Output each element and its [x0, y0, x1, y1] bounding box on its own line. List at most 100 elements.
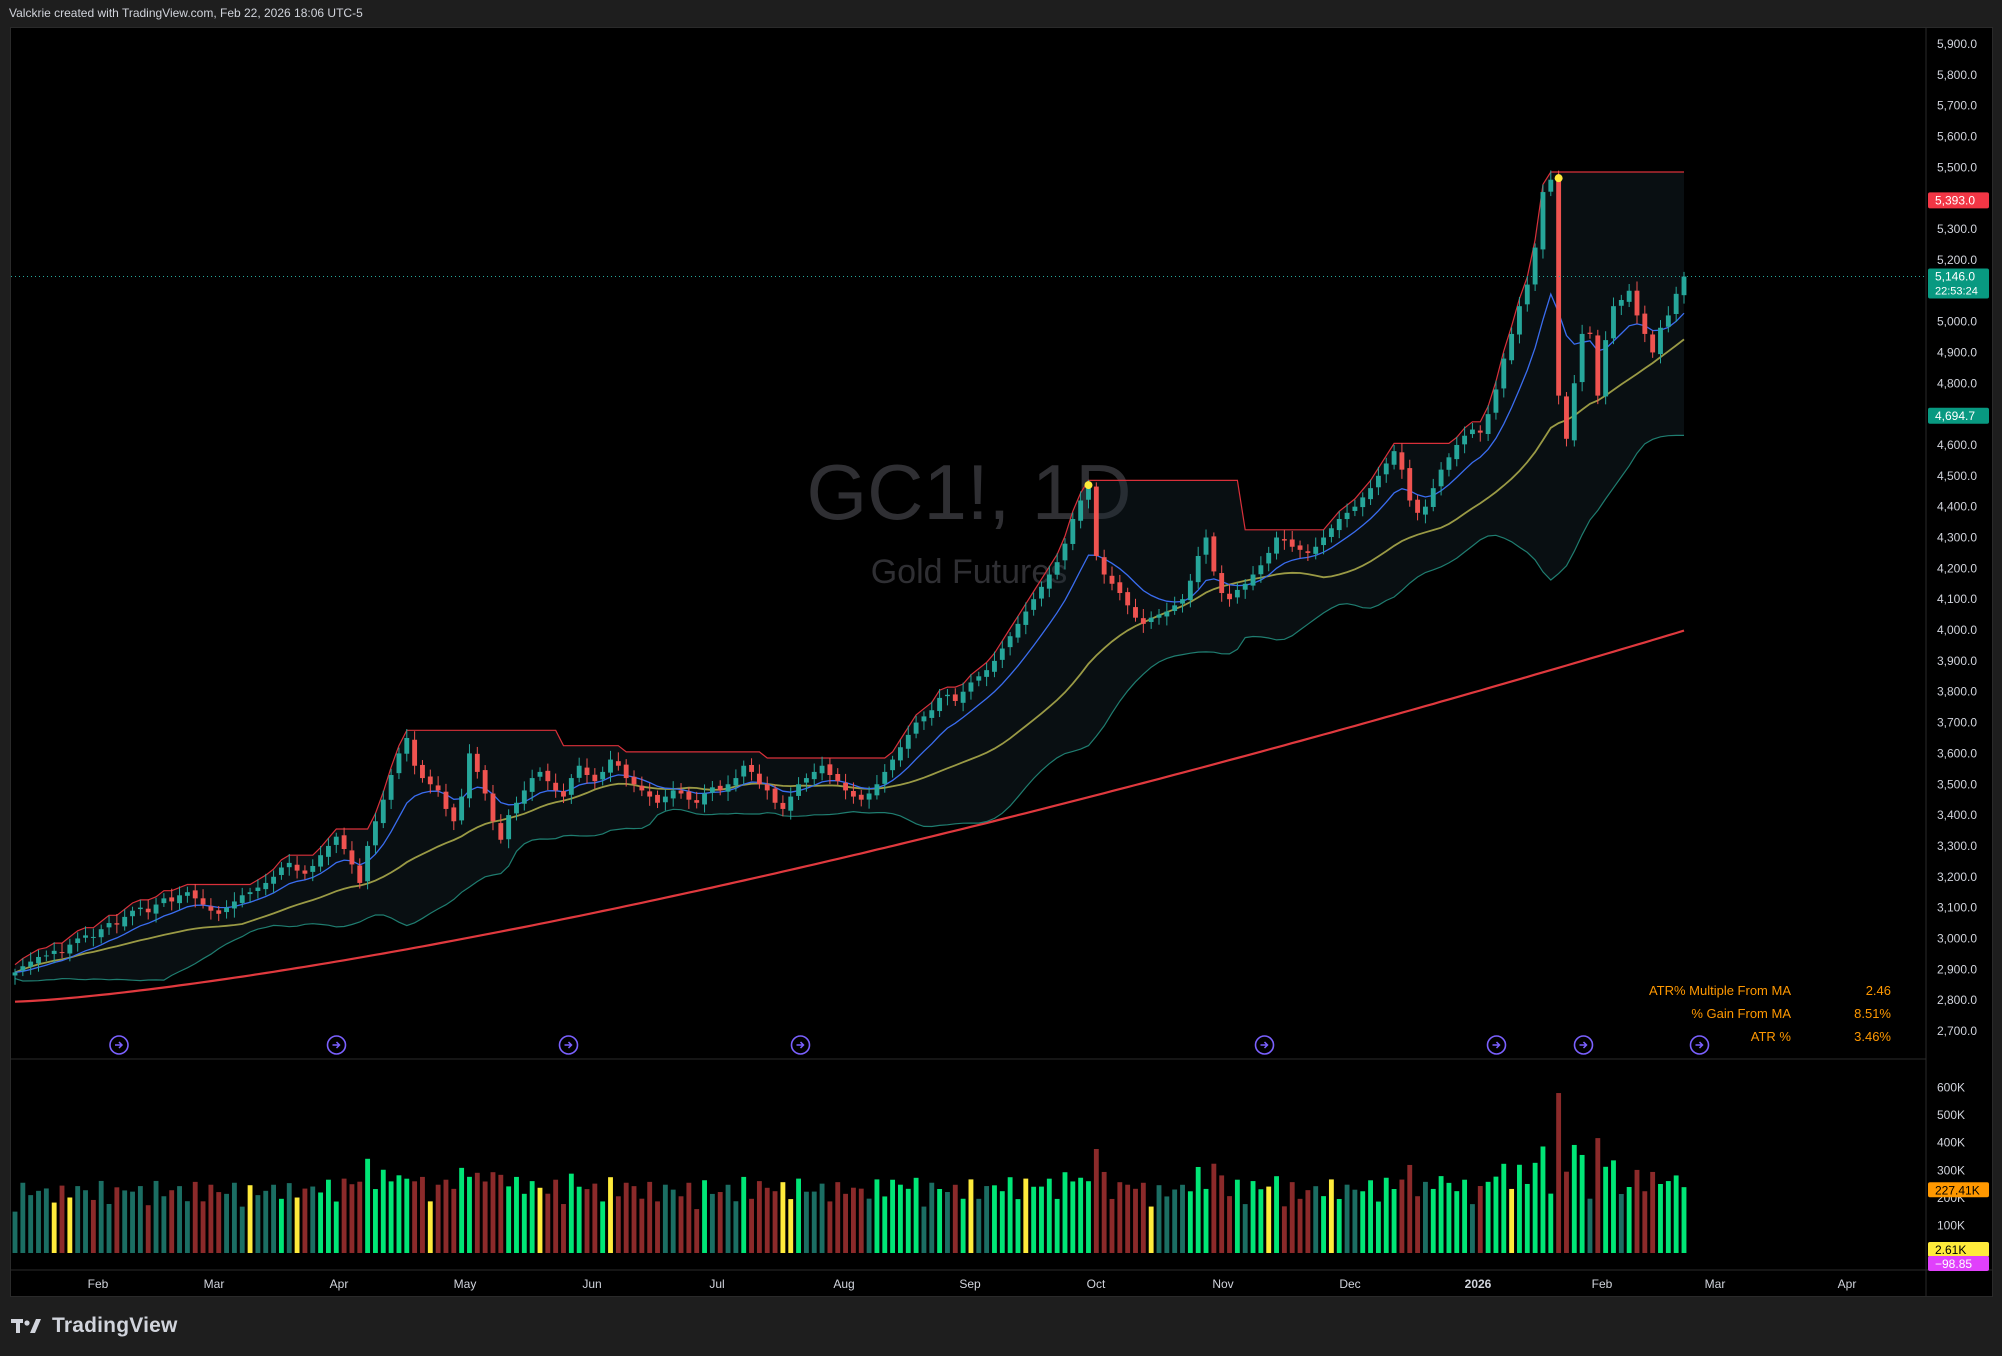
candle-body: [866, 793, 872, 800]
candle-body: [1611, 306, 1616, 339]
chart-canvas[interactable]: GC1!, 1D Gold Futures 5,900.0 5,800.0 5,700.…: [11, 28, 1992, 1296]
price-tick-label: 4,400.0: [1937, 500, 1977, 514]
volume-bar: [247, 1185, 253, 1253]
volume-bar: [608, 1177, 613, 1253]
candle-body: [231, 901, 237, 909]
event-icon[interactable]: [1689, 1035, 1710, 1055]
candle-body: [130, 910, 135, 917]
event-icon[interactable]: [1486, 1035, 1507, 1055]
candle-body: [36, 956, 41, 964]
candle-body: [114, 923, 120, 925]
candle-body: [1360, 497, 1366, 508]
volume-bar: [662, 1184, 668, 1253]
volume-bar: [1618, 1194, 1624, 1253]
volume-bar: [514, 1176, 519, 1253]
candle-body: [1336, 518, 1342, 531]
volume-bar: [1603, 1166, 1609, 1253]
event-icon[interactable]: [558, 1035, 579, 1055]
volume-bar: [51, 1202, 57, 1253]
price-tick-label: 3,600.0: [1937, 746, 1977, 760]
volume-bar: [725, 1184, 731, 1253]
volume-bar: [678, 1196, 684, 1253]
candle-body: [1493, 389, 1499, 413]
volume-bar: [929, 1182, 935, 1253]
volume-bar: [1509, 1188, 1515, 1253]
volume-label-text: 227.41K: [1935, 1183, 1980, 1197]
candle-body: [811, 771, 817, 780]
volume-bar: [537, 1187, 543, 1253]
time-tick-label: Aug: [833, 1277, 854, 1291]
chart-frame[interactable]: GC1!, 1D Gold Futures 5,900.0 5,800.0 5,700.…: [10, 27, 1993, 1297]
candle-body: [420, 764, 425, 779]
candle-body: [1344, 512, 1350, 520]
candle-body: [874, 784, 880, 796]
candle-body: [694, 800, 700, 803]
price-tick-label: 5,000.0: [1937, 315, 1977, 329]
event-arrow-icon: [1579, 1041, 1588, 1049]
event-icon[interactable]: [790, 1035, 811, 1055]
volume-bar: [106, 1203, 112, 1253]
event-icon[interactable]: [109, 1035, 129, 1055]
candle-body: [1148, 617, 1154, 623]
candle-body: [1383, 463, 1389, 475]
candle-body: [435, 785, 441, 791]
watermark-name: Gold Futures: [871, 553, 1068, 591]
candle-body: [561, 791, 566, 797]
candle-body: [1211, 536, 1217, 572]
volume-bar: [1524, 1183, 1530, 1253]
volume-bar: [788, 1199, 794, 1253]
volume-bar: [952, 1184, 958, 1253]
event-arrow-icon: [1695, 1041, 1704, 1049]
candle-body: [1626, 290, 1632, 302]
volume-bar: [1250, 1181, 1256, 1253]
volume-bar: [1336, 1198, 1342, 1253]
volume-bar: [1234, 1179, 1240, 1253]
volume-bar: [592, 1183, 598, 1253]
volume-bar: [960, 1198, 966, 1253]
volume-bar: [177, 1186, 182, 1253]
volume-bar: [858, 1188, 864, 1253]
candle-body: [1203, 537, 1209, 555]
volume-bar: [1039, 1186, 1044, 1253]
candle-body: [1234, 589, 1240, 598]
volume-bar: [937, 1188, 943, 1253]
volume-bar: [357, 1181, 363, 1253]
candle-body: [835, 773, 841, 782]
candle-body: [1219, 573, 1225, 594]
volume-bar: [75, 1186, 81, 1253]
price-tick-label: 2,900.0: [1937, 962, 1977, 976]
event-icon[interactable]: [1573, 1035, 1594, 1055]
volume-bar: [1501, 1163, 1507, 1253]
candle-body: [373, 821, 378, 846]
attribution-header: Valckrie created with TradingView.com, F…: [0, 0, 2002, 27]
candle-body: [529, 778, 535, 792]
volume-bar: [1015, 1199, 1021, 1253]
volume-bar: [388, 1181, 394, 1253]
volume-bar: [208, 1184, 214, 1253]
candle-body: [1532, 247, 1538, 285]
volume-bar: [1587, 1198, 1593, 1253]
volume-bar: [1274, 1176, 1279, 1253]
candle-body: [325, 845, 331, 857]
volume-tick-label: 400K: [1937, 1136, 1965, 1150]
candle-body: [921, 716, 927, 722]
volume-bar: [67, 1197, 73, 1253]
volume-bar: [1187, 1191, 1193, 1253]
candle-body: [1375, 475, 1381, 488]
volume-bar: [1203, 1188, 1209, 1253]
volume-bar: [1556, 1093, 1562, 1253]
volume-bar: [373, 1189, 378, 1253]
candle-body: [1289, 539, 1295, 547]
candle-body: [412, 739, 418, 766]
candle-body: [592, 774, 598, 782]
candle-body: [1658, 327, 1663, 355]
tradingview-logo[interactable]: TradingView: [10, 1314, 178, 1338]
candle-body: [216, 910, 222, 914]
stats-value: 2.46: [1866, 983, 1891, 998]
candle-body: [662, 796, 668, 803]
volume-bar: [976, 1198, 982, 1253]
event-icon[interactable]: [1254, 1035, 1275, 1055]
candle-body: [1156, 614, 1162, 618]
event-icon[interactable]: [326, 1035, 347, 1055]
volume-bar: [349, 1184, 355, 1253]
